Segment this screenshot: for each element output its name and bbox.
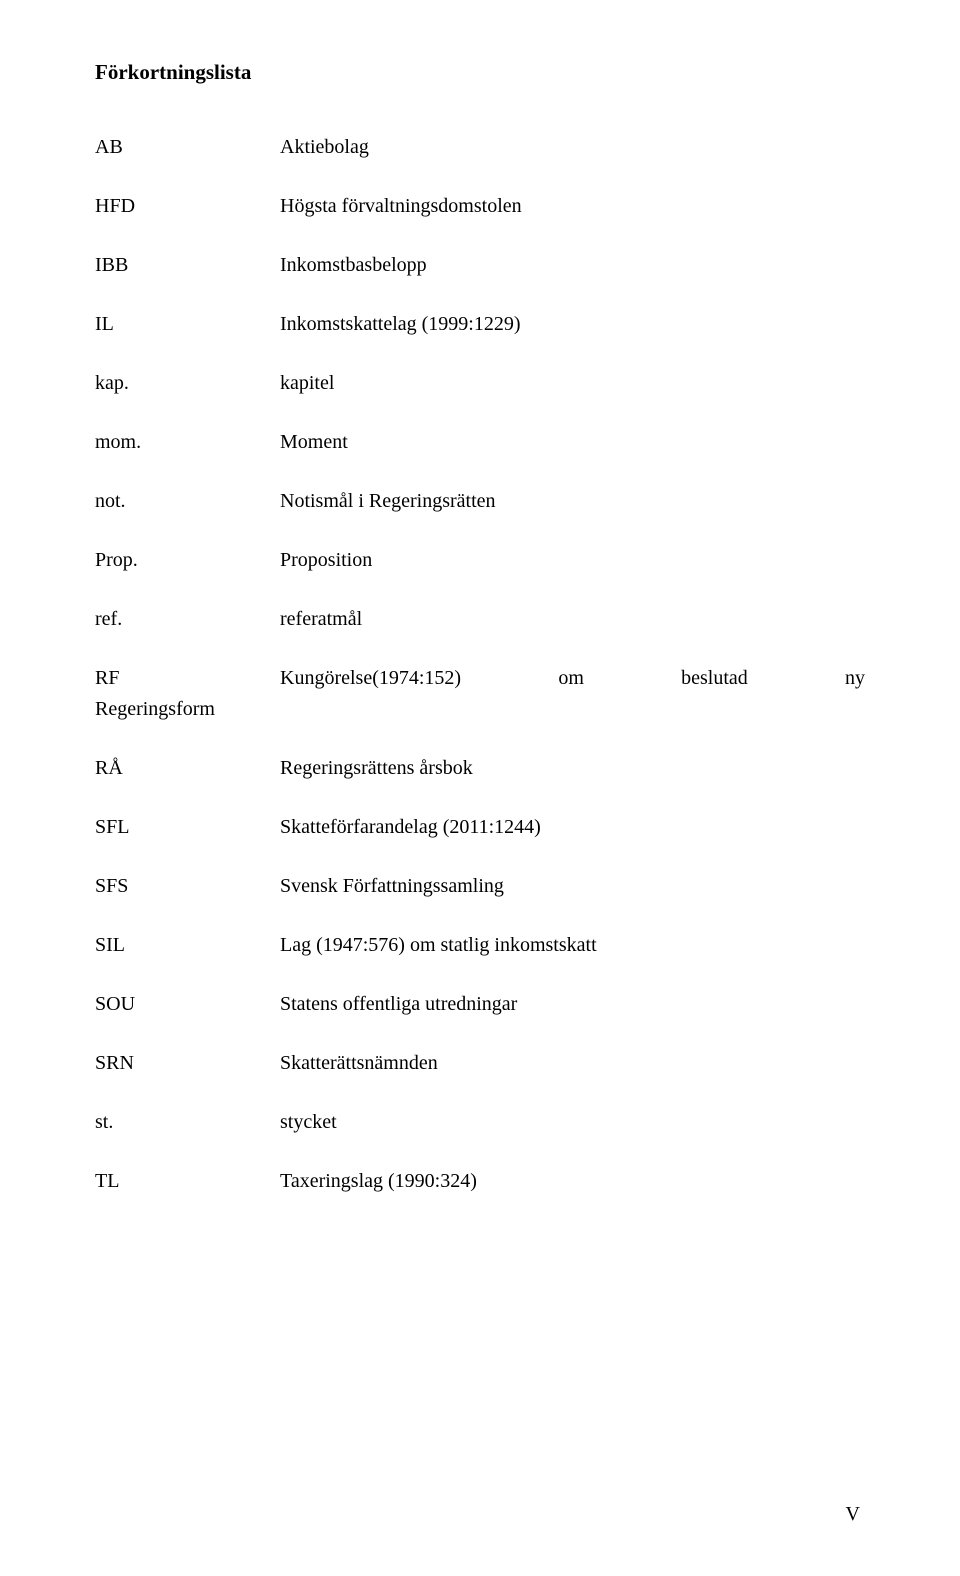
abbrev-def: Högsta förvaltningsdomstolen bbox=[280, 192, 865, 221]
abbrev-def: referatmål bbox=[280, 605, 865, 634]
abbrev-row: st. stycket bbox=[95, 1108, 865, 1137]
abbrev-row: SFL Skatteförfarandelag (2011:1244) bbox=[95, 813, 865, 842]
abbrev-term: SFS bbox=[95, 872, 280, 901]
abbrev-term: mom. bbox=[95, 428, 280, 457]
abbrev-def: Statens offentliga utredningar bbox=[280, 990, 865, 1019]
abbrev-def: stycket bbox=[280, 1108, 865, 1137]
abbrev-term: RÅ bbox=[95, 754, 280, 783]
abbrev-row: IL Inkomstskattelag (1999:1229) bbox=[95, 310, 865, 339]
abbrev-row: kap. kapitel bbox=[95, 369, 865, 398]
abbrev-term: SIL bbox=[95, 931, 280, 960]
page-number: V bbox=[846, 1503, 860, 1526]
abbrev-row: SOU Statens offentliga utredningar bbox=[95, 990, 865, 1019]
abbrev-def: Moment bbox=[280, 428, 865, 457]
abbrev-row: SFS Svensk Författningssamling bbox=[95, 872, 865, 901]
abbrev-def: Proposition bbox=[280, 546, 865, 575]
rf-word: beslutad bbox=[681, 664, 748, 693]
abbrev-term-line2: Regeringsform bbox=[95, 695, 865, 724]
abbrev-def: Aktiebolag bbox=[280, 133, 865, 162]
abbrev-row: not. Notismål i Regeringsrätten bbox=[95, 487, 865, 516]
abbrev-def: Inkomstskattelag (1999:1229) bbox=[280, 310, 865, 339]
abbrev-row: AB Aktiebolag bbox=[95, 133, 865, 162]
abbrev-def: Taxeringslag (1990:324) bbox=[280, 1167, 865, 1196]
abbrev-def: Notismål i Regeringsrätten bbox=[280, 487, 865, 516]
abbrev-def: kapitel bbox=[280, 369, 865, 398]
abbrev-term: SFL bbox=[95, 813, 280, 842]
abbrev-def: Regeringsrättens årsbok bbox=[280, 754, 865, 783]
abbrev-term: IBB bbox=[95, 251, 280, 280]
abbrev-def: Svensk Författningssamling bbox=[280, 872, 865, 901]
page-title: Förkortningslista bbox=[95, 60, 865, 85]
abbrev-def: Inkomstbasbelopp bbox=[280, 251, 865, 280]
abbrev-term: not. bbox=[95, 487, 280, 516]
abbrev-def: Skatterättsnämnden bbox=[280, 1049, 865, 1078]
abbrev-row-rf: RF Kungörelse(1974:152) om beslutad ny R… bbox=[95, 664, 865, 724]
abbrev-row: SIL Lag (1947:576) om statlig inkomstska… bbox=[95, 931, 865, 960]
abbrev-term: IL bbox=[95, 310, 280, 339]
abbrev-term: SOU bbox=[95, 990, 280, 1019]
abbrev-term: ref. bbox=[95, 605, 280, 634]
abbrev-row: Prop. Proposition bbox=[95, 546, 865, 575]
abbrev-term: RF bbox=[95, 664, 280, 693]
abbrev-term: st. bbox=[95, 1108, 280, 1137]
page-container: Förkortningslista AB Aktiebolag HFD Högs… bbox=[0, 0, 960, 1576]
abbrev-row: mom. Moment bbox=[95, 428, 865, 457]
abbrev-term: SRN bbox=[95, 1049, 280, 1078]
abbrev-row: HFD Högsta förvaltningsdomstolen bbox=[95, 192, 865, 221]
rf-word: om bbox=[558, 664, 584, 693]
abbrev-row: RÅ Regeringsrättens årsbok bbox=[95, 754, 865, 783]
abbrev-term: HFD bbox=[95, 192, 280, 221]
abbrev-row: IBB Inkomstbasbelopp bbox=[95, 251, 865, 280]
abbrev-row: ref. referatmål bbox=[95, 605, 865, 634]
abbrev-term: TL bbox=[95, 1167, 280, 1196]
abbrev-term: kap. bbox=[95, 369, 280, 398]
abbrev-row: SRN Skatterättsnämnden bbox=[95, 1049, 865, 1078]
abbrev-term: Prop. bbox=[95, 546, 280, 575]
abbrev-def: Kungörelse(1974:152) om beslutad ny bbox=[280, 664, 865, 693]
abbrev-row: TL Taxeringslag (1990:324) bbox=[95, 1167, 865, 1196]
abbrev-def: Skatteförfarandelag (2011:1244) bbox=[280, 813, 865, 842]
abbrev-def: Lag (1947:576) om statlig inkomstskatt bbox=[280, 931, 865, 960]
abbrev-term: AB bbox=[95, 133, 280, 162]
rf-word: Kungörelse(1974:152) bbox=[280, 664, 461, 693]
rf-word: ny bbox=[845, 664, 865, 693]
